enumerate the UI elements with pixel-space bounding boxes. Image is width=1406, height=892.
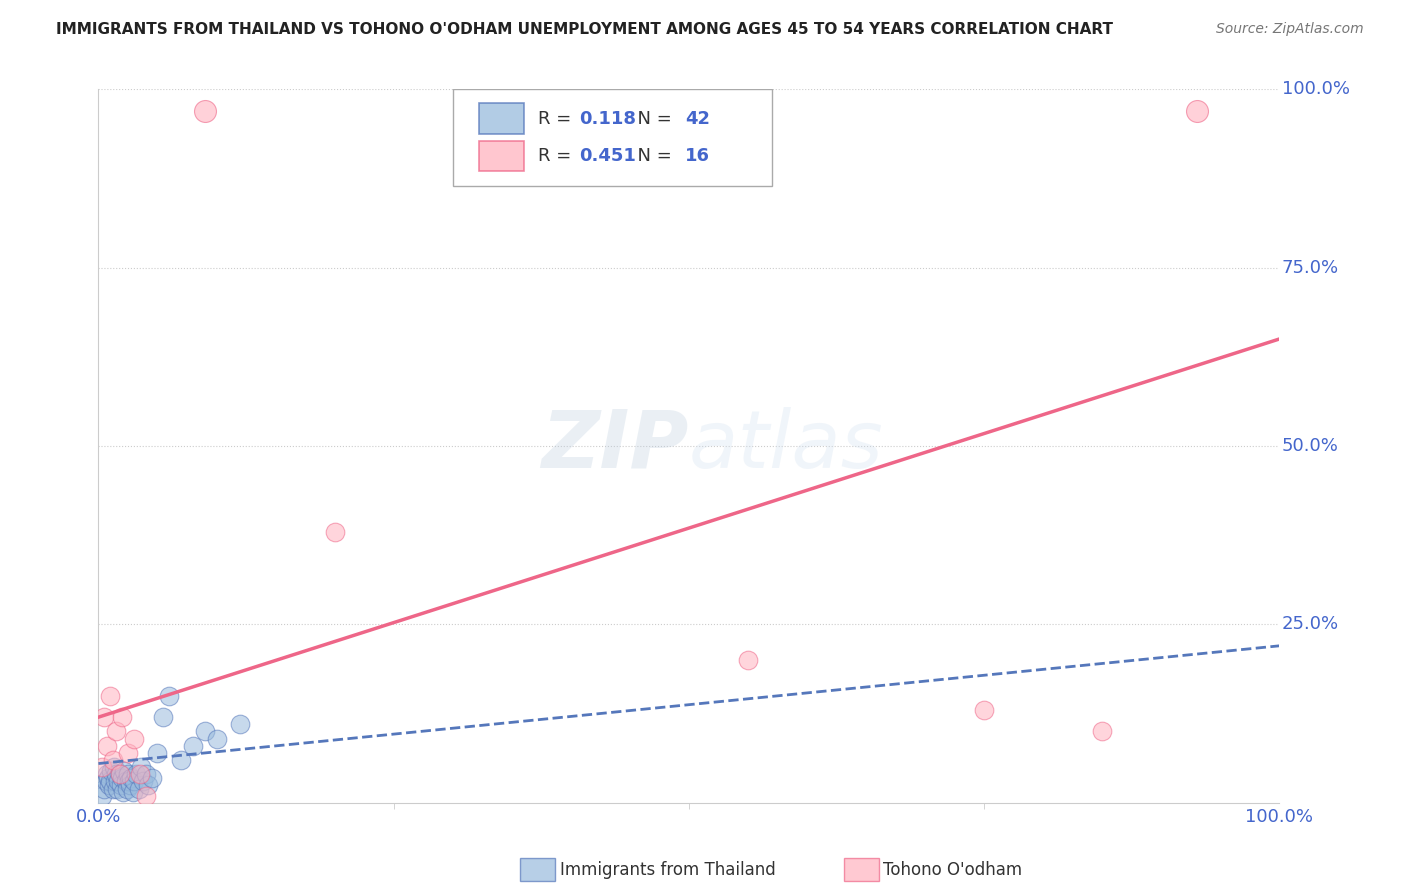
Point bbox=[135, 767, 157, 781]
Point bbox=[125, 767, 148, 781]
Point bbox=[115, 781, 138, 796]
Point bbox=[94, 774, 117, 789]
Text: 100.0%: 100.0% bbox=[1282, 80, 1350, 98]
Point bbox=[121, 785, 143, 799]
Point bbox=[98, 689, 121, 703]
FancyBboxPatch shape bbox=[478, 141, 523, 171]
Point bbox=[229, 717, 252, 731]
Point bbox=[152, 710, 174, 724]
Text: N =: N = bbox=[626, 111, 678, 128]
Point bbox=[101, 753, 124, 767]
Text: Tohono O'odham: Tohono O'odham bbox=[883, 861, 1022, 879]
Point bbox=[146, 746, 169, 760]
Text: R =: R = bbox=[537, 111, 576, 128]
Point bbox=[104, 774, 127, 789]
FancyBboxPatch shape bbox=[478, 103, 523, 134]
Point bbox=[101, 781, 124, 796]
Point bbox=[1185, 103, 1208, 118]
Point bbox=[117, 767, 139, 781]
Point bbox=[157, 689, 180, 703]
Text: R =: R = bbox=[537, 147, 576, 165]
Point bbox=[105, 767, 128, 781]
Point bbox=[132, 774, 155, 789]
Text: ZIP: ZIP bbox=[541, 407, 689, 485]
Point bbox=[112, 785, 135, 799]
Point bbox=[112, 764, 135, 778]
Point bbox=[170, 753, 193, 767]
Point bbox=[122, 774, 145, 789]
Point bbox=[93, 710, 115, 724]
Point bbox=[120, 778, 142, 792]
Point bbox=[141, 771, 163, 785]
Text: atlas: atlas bbox=[689, 407, 884, 485]
Point bbox=[96, 767, 118, 781]
Point bbox=[108, 767, 131, 781]
Point bbox=[108, 767, 131, 781]
Point bbox=[103, 760, 125, 774]
Point bbox=[111, 710, 134, 724]
Text: IMMIGRANTS FROM THAILAND VS TOHONO O'ODHAM UNEMPLOYMENT AMONG AGES 45 TO 54 YEAR: IMMIGRANTS FROM THAILAND VS TOHONO O'ODH… bbox=[56, 22, 1114, 37]
Text: 0.451: 0.451 bbox=[579, 147, 636, 165]
Point bbox=[194, 103, 217, 118]
Point bbox=[91, 760, 114, 774]
Text: 0.118: 0.118 bbox=[579, 111, 636, 128]
Text: 50.0%: 50.0% bbox=[1282, 437, 1339, 455]
Point bbox=[98, 774, 121, 789]
Point bbox=[111, 771, 134, 785]
Point bbox=[737, 653, 759, 667]
Point bbox=[181, 739, 204, 753]
Point bbox=[118, 774, 141, 789]
Text: Immigrants from Thailand: Immigrants from Thailand bbox=[560, 861, 775, 879]
Text: N =: N = bbox=[626, 147, 678, 165]
Point bbox=[98, 778, 121, 792]
Point bbox=[93, 781, 115, 796]
Point bbox=[91, 789, 114, 803]
Point bbox=[205, 731, 228, 746]
Point bbox=[107, 774, 129, 789]
Point bbox=[128, 767, 150, 781]
Point bbox=[1091, 724, 1114, 739]
Text: Source: ZipAtlas.com: Source: ZipAtlas.com bbox=[1216, 22, 1364, 37]
Point bbox=[136, 778, 159, 792]
Text: 75.0%: 75.0% bbox=[1282, 259, 1339, 277]
Point bbox=[135, 789, 157, 803]
Point bbox=[323, 524, 346, 539]
Point bbox=[97, 771, 120, 785]
Text: 42: 42 bbox=[685, 111, 710, 128]
Point bbox=[973, 703, 995, 717]
Point bbox=[114, 774, 136, 789]
Point bbox=[129, 760, 152, 774]
Text: 25.0%: 25.0% bbox=[1282, 615, 1339, 633]
Point bbox=[122, 731, 145, 746]
Text: 16: 16 bbox=[685, 147, 710, 165]
FancyBboxPatch shape bbox=[453, 89, 772, 186]
Point bbox=[117, 746, 139, 760]
Point bbox=[194, 724, 217, 739]
Point bbox=[121, 771, 143, 785]
Point bbox=[105, 724, 128, 739]
Point bbox=[100, 764, 122, 778]
Point bbox=[96, 739, 118, 753]
Point bbox=[110, 778, 132, 792]
Point bbox=[128, 781, 150, 796]
Point bbox=[105, 781, 128, 796]
